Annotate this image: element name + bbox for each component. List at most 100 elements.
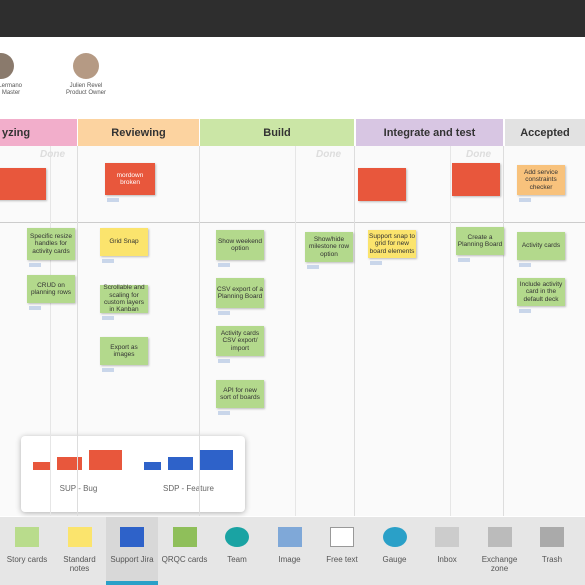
card[interactable]: Scrollable and scaling for custom layers…: [100, 284, 148, 313]
tool-label: QRQC cards: [161, 555, 208, 564]
tool-icon: [382, 527, 407, 547]
column-line: [354, 146, 355, 516]
card[interactable]: mordown broken: [105, 163, 155, 195]
tool-item[interactable]: Standard notes: [54, 517, 106, 585]
preview: [89, 450, 122, 470]
tool-label: Image: [278, 555, 301, 564]
person-role: um Master: [0, 90, 21, 96]
tool-selected: [106, 581, 158, 585]
done-label: Done: [316, 149, 341, 160]
card: [452, 163, 500, 196]
tool-item[interactable]: Team: [211, 517, 263, 585]
tool-icon: [225, 527, 249, 547]
preview: [144, 462, 161, 470]
tool-item[interactable]: Support Jira: [106, 517, 158, 585]
lane-line: [295, 146, 296, 516]
column-header[interactable]: Build: [200, 119, 354, 146]
tool-icon: [330, 527, 354, 547]
card[interactable]: Include activity card in the default dec…: [517, 278, 565, 306]
preview: [200, 450, 233, 470]
card-tag: [218, 311, 230, 315]
preview: [168, 457, 193, 470]
card: [358, 168, 406, 201]
card-tag: [519, 309, 531, 313]
avatar: [0, 53, 14, 79]
card-tag: [519, 198, 531, 202]
tool-label: Standard notes: [63, 555, 96, 574]
card[interactable]: CRUD on planning rows: [27, 275, 75, 303]
popup: SUP - Bug SDP - Feature: [21, 436, 245, 512]
card-tag: [307, 265, 319, 269]
column-header[interactable]: Integrate and test: [356, 119, 503, 146]
tool-icon: [67, 527, 92, 547]
tool-item[interactable]: Story cards: [1, 517, 53, 585]
card-tag: [519, 263, 531, 267]
card-tag: [218, 411, 230, 415]
done-label: Done: [40, 149, 65, 160]
card[interactable]: Activity cards CSV export/ import: [216, 326, 264, 356]
person-name: Julien Revel: [69, 83, 103, 89]
tool-label: Support Jira: [110, 555, 154, 564]
tool-icon: [277, 527, 302, 547]
card[interactable]: Specific resize handles for activity car…: [27, 228, 75, 260]
card[interactable]: Export as images: [100, 337, 148, 365]
tool-icon: [540, 527, 564, 547]
tool-item[interactable]: Image: [264, 517, 316, 585]
tool-item[interactable]: QRQC cards: [159, 517, 211, 585]
tool-label: Exchange zone: [481, 555, 518, 574]
card[interactable]: API for new sort of boards: [216, 380, 264, 408]
column-header[interactable]: Accepted: [505, 119, 585, 146]
tool-label: Gauge: [382, 555, 407, 564]
tool-icon: [435, 527, 459, 547]
card-tag: [102, 316, 114, 320]
card[interactable]: Show weekend option: [216, 230, 264, 260]
card-tag: [102, 368, 114, 372]
card-tag: [218, 359, 230, 363]
tool-item[interactable]: Free text: [316, 517, 368, 585]
card-tag: [29, 306, 41, 310]
person-name: ud Lermano: [0, 83, 23, 89]
preview: [57, 457, 82, 470]
avatar: [73, 53, 99, 79]
tool-icon: [15, 527, 39, 547]
card-tag: [29, 263, 41, 267]
done-label: Done: [466, 149, 491, 160]
column-header[interactable]: Reviewing: [78, 119, 199, 146]
card-tag: [458, 258, 470, 262]
card[interactable]: Support snap to grid for new board eleme…: [368, 230, 416, 258]
card[interactable]: Show/hide milestone row option: [305, 232, 353, 262]
column-line: [77, 146, 78, 516]
tool-item[interactable]: Gauge: [369, 517, 421, 585]
tool-label: Trash: [541, 555, 563, 564]
tool-label: Free text: [326, 555, 358, 564]
card[interactable]: Add service constraints checker: [517, 165, 565, 195]
lane-line: [50, 146, 51, 516]
tool-label: Inbox: [437, 555, 457, 564]
column-header[interactable]: yzing: [0, 119, 77, 146]
preview: [33, 462, 50, 470]
column-line: [199, 146, 200, 516]
card-tag: [218, 263, 230, 267]
legend: SDP - Feature: [163, 484, 214, 493]
lane-line: [450, 146, 451, 516]
tool-item[interactable]: Inbox: [421, 517, 473, 585]
column-line: [503, 146, 504, 516]
tool-icon: [120, 527, 144, 547]
tool-label: Story cards: [6, 555, 48, 564]
card[interactable]: Activity cards: [517, 232, 565, 260]
card[interactable]: Grid Snap: [100, 228, 148, 256]
card-tag: [107, 198, 119, 202]
card[interactable]: Create a Planning Board: [456, 227, 504, 255]
card[interactable]: CSV export of a Planning Board: [216, 278, 264, 308]
row-separator: [0, 222, 585, 223]
card: [0, 168, 46, 200]
tool-item[interactable]: Exchange zone: [474, 517, 526, 585]
card-tag: [102, 259, 114, 263]
person-role: Product Owner: [65, 90, 107, 96]
card-tag: [370, 261, 382, 265]
tool-label: Team: [227, 555, 247, 564]
tool-item[interactable]: Trash: [526, 517, 578, 585]
legend: SUP - Bug: [59, 484, 98, 493]
top-bar: [0, 0, 585, 37]
